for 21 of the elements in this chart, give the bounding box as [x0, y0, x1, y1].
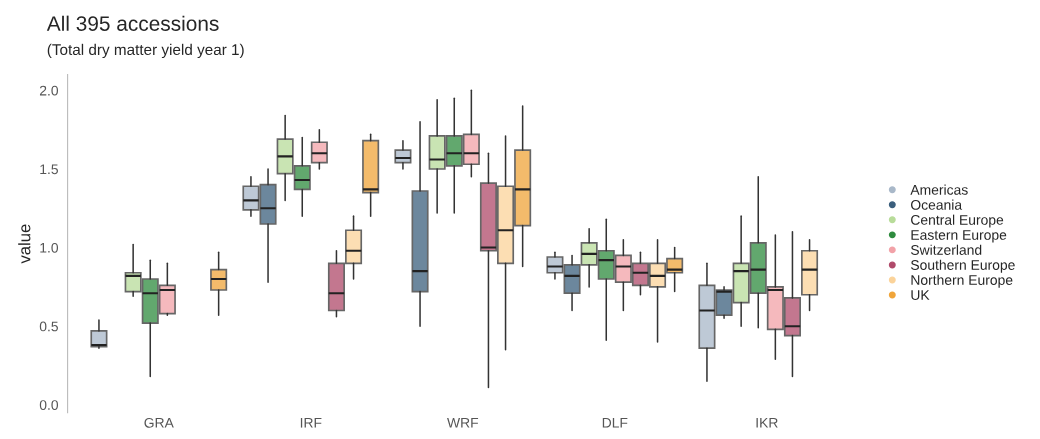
x-tick-label: GRA [144, 417, 174, 428]
y-tick-label: 2.0 [39, 85, 59, 96]
legend-label: Americas [910, 184, 968, 195]
chart-title: All 395 accessions [46, 15, 219, 31]
y-axis-title: value [18, 224, 31, 264]
x-tick-label: WRF [447, 418, 479, 428]
legend-label: UK [911, 290, 930, 300]
legend-label: Central Europe [911, 214, 1004, 228]
x-tick-label: DLF [602, 418, 628, 428]
x-tick-label: IRF [300, 418, 322, 428]
legend-label: Oceania [911, 199, 963, 210]
y-tick-label: 0.0 [39, 400, 59, 410]
legend-label: Eastern Europe [911, 230, 1007, 243]
legend-label: Switzerland [910, 244, 982, 255]
y-tick-label: 1.5 [40, 164, 58, 175]
y-tick-label: 1.0 [40, 242, 59, 253]
x-tick-label: IKR [756, 418, 778, 428]
legend-label: Northern Europe [911, 274, 1013, 288]
y-tick-label: 0.5 [39, 321, 58, 332]
chart-subtitle: (Total dry matter yield year 1) [47, 43, 244, 59]
legend-label: Southern Europe [910, 259, 1015, 273]
